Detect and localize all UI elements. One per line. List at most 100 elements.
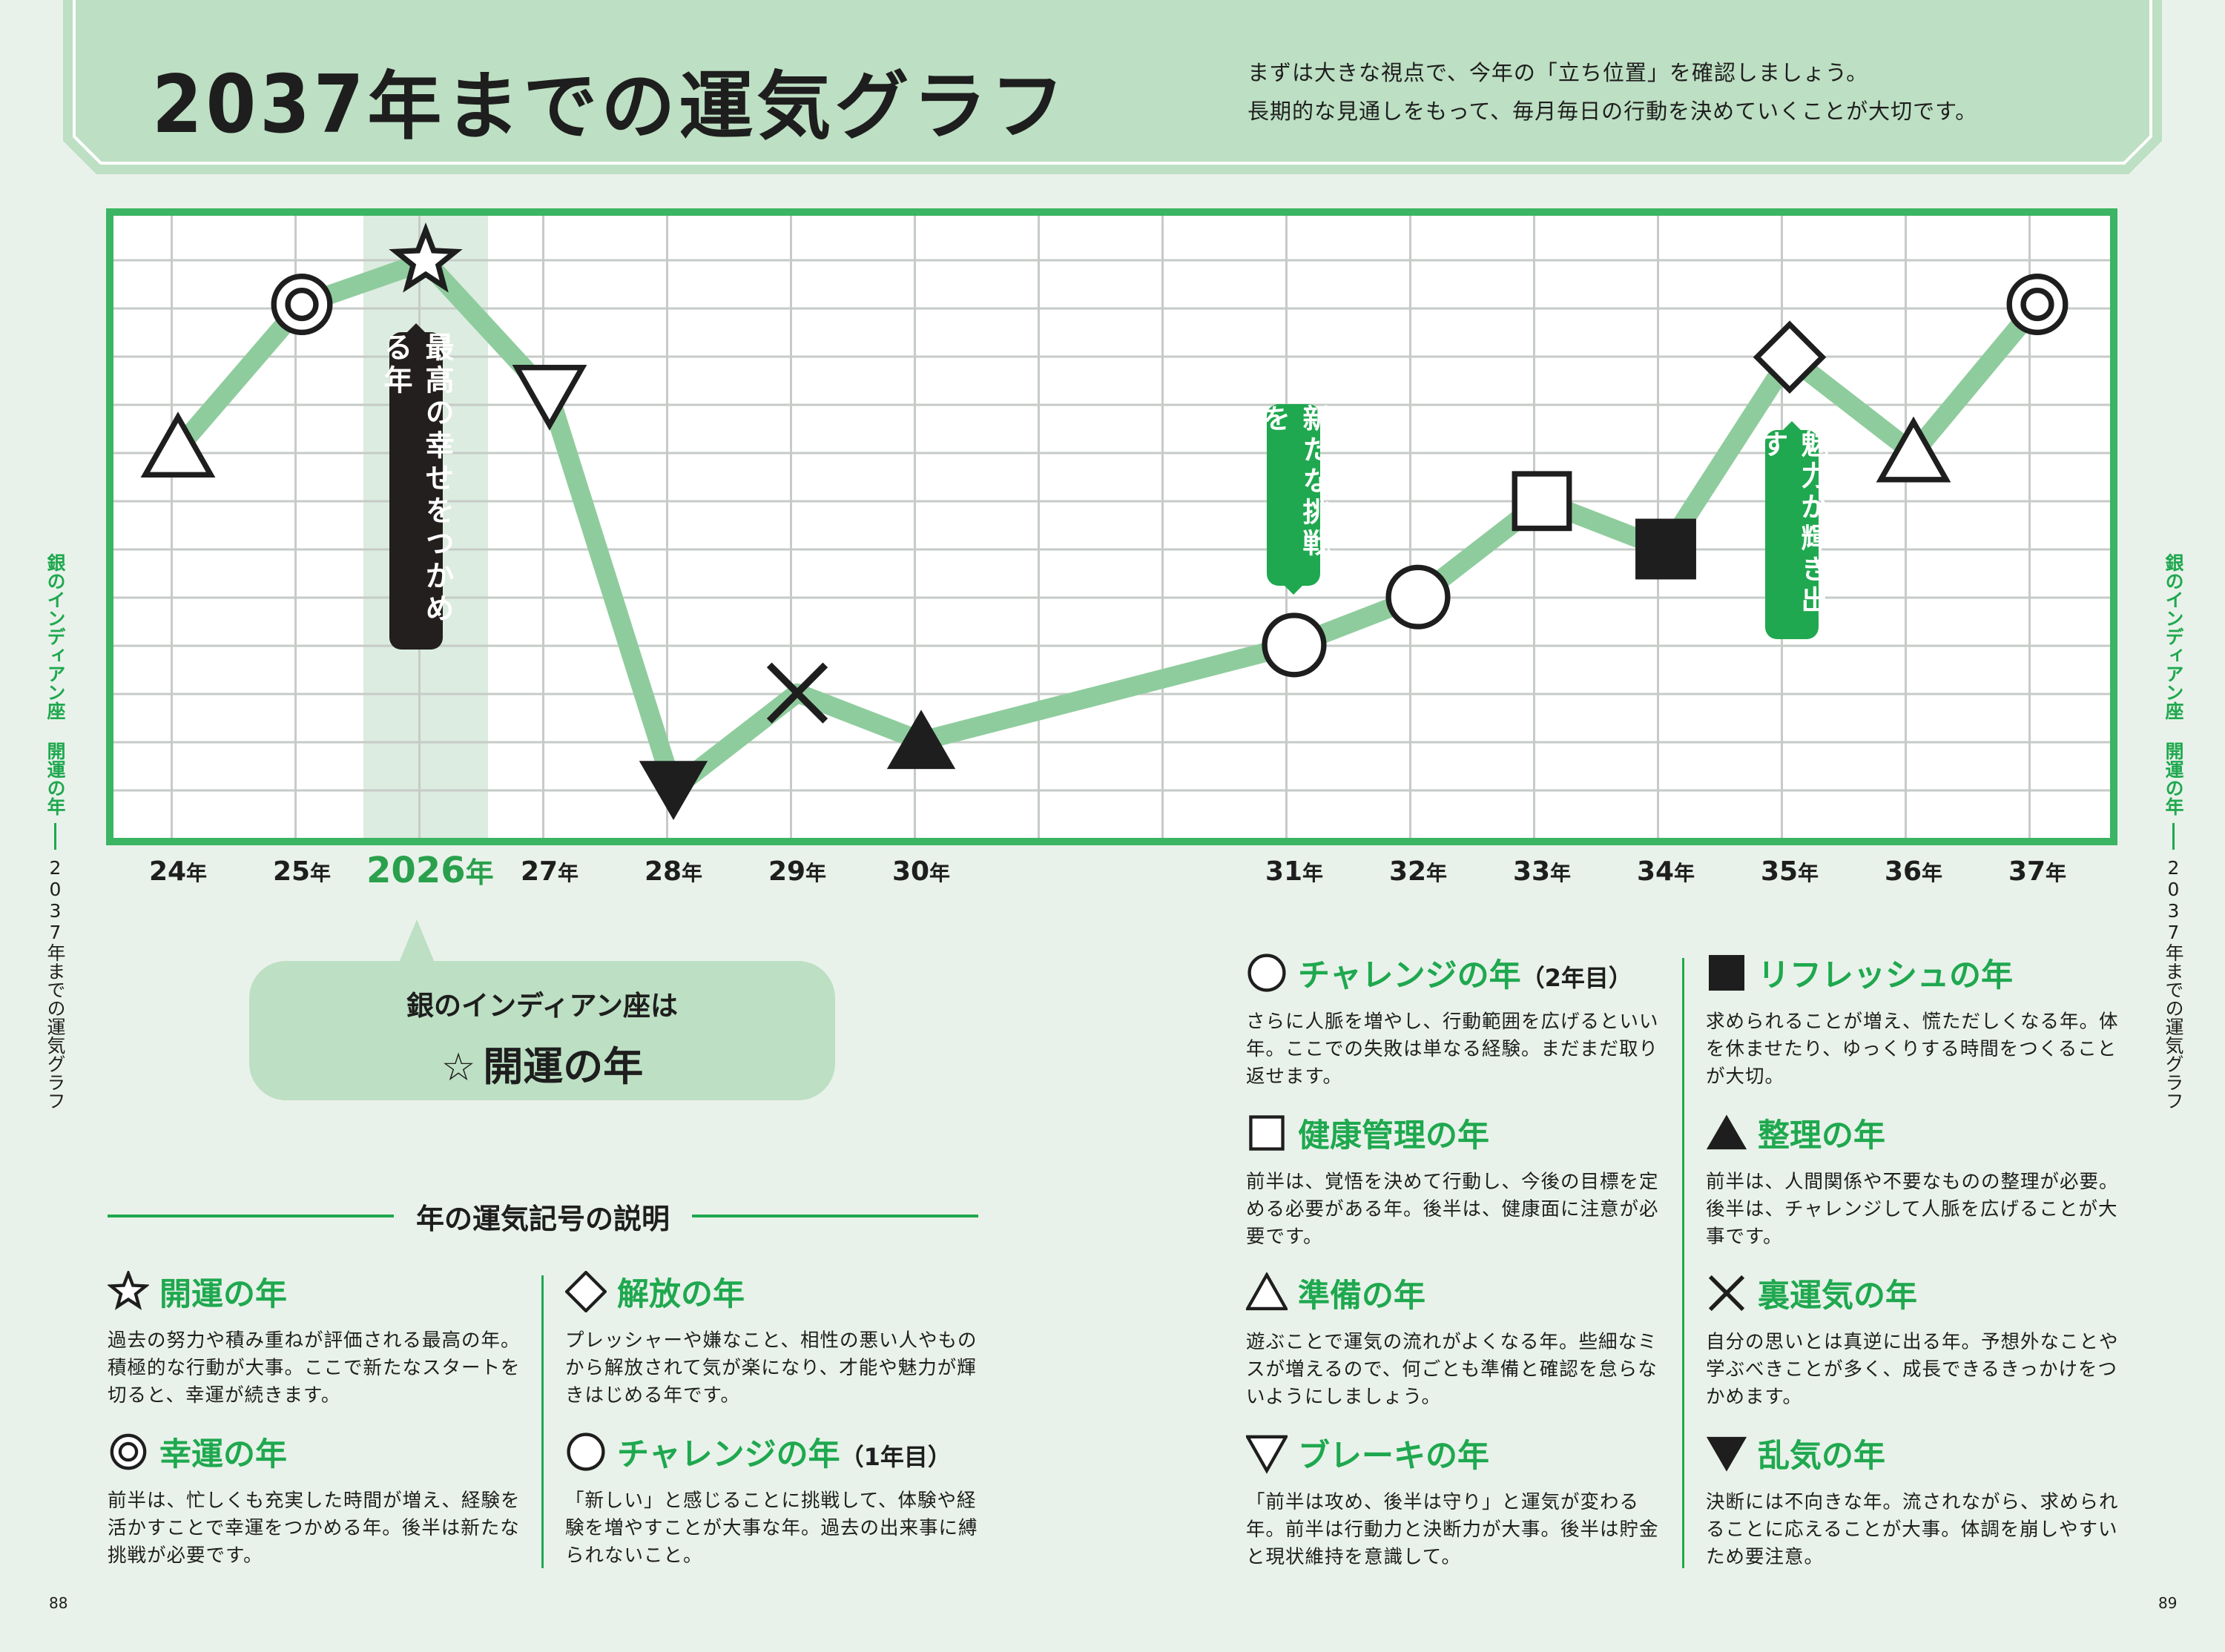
circle-icon bbox=[1247, 954, 1286, 992]
filled-square-icon bbox=[1708, 954, 1745, 991]
page-title-text: 年までの運気グラフ bbox=[367, 63, 1069, 150]
legend-item-urauki: 裏運気の年 自分の思いとは真逆に出る年。予想外なことや学ぶべきことが多く、成長で… bbox=[1706, 1271, 2121, 1411]
legend-item-kaiun: 開運の年 過去の努力や積み重ねが評価される最高の年。積極的な行動が大事。ここで新… bbox=[108, 1269, 527, 1410]
x-axis-label: 25年 bbox=[243, 856, 361, 887]
legend-item-ranki: 乱気の年 決断には不向きな年。流されながら、求められることに応えることが大事。体… bbox=[1706, 1431, 2121, 1571]
filled-down-triangle-icon bbox=[1706, 1436, 1747, 1472]
column-divider bbox=[541, 1275, 544, 1568]
side-sign: 銀のインディアン座 bbox=[2163, 553, 2184, 720]
x-axis-label-number: 31 bbox=[1265, 856, 1303, 887]
x-axis-label-unit: 年 bbox=[1550, 861, 1572, 885]
legend-item-desc: 遊ぶことで運気の流れがよくなる年。些細なミスが増えるので、何ごとも準備と確認を怠… bbox=[1246, 1331, 1658, 1408]
legend-item-desc: 決断には不向きな年。流されながら、求められることに応えることが大事。体調を崩しや… bbox=[1706, 1491, 2119, 1568]
x-axis-label-number: 27 bbox=[520, 856, 558, 887]
legend-item-name: 健康管理の年 bbox=[1298, 1117, 1489, 1154]
side-sign: 銀のインディアン座 bbox=[44, 553, 66, 720]
legend-item-seiri: 整理の年 前半は、人間関係や不要なものの整理が必要。後半は、チャレンジして人脈を… bbox=[1706, 1111, 2121, 1251]
x-axis-label-number: 25 bbox=[272, 856, 311, 887]
data-point-star bbox=[108, 1271, 149, 1310]
data-point-diamond bbox=[1753, 320, 1827, 394]
intro-text: まずは大きな視点で、今年の「立ち位置」を確認しましょう。 長期的な見通しをもって… bbox=[1247, 53, 1977, 130]
legend-item-desc: 「新しい」と感じることに挑戦して、体験や経験を増やすことが大事な年。過去の出来事… bbox=[565, 1490, 978, 1567]
x-axis-label: 27年 bbox=[490, 856, 609, 887]
legend-item-desc: さらに人脈を増やし、行動範囲を広げるといい年。ここでの失敗は単なる経験。まだまだ… bbox=[1246, 1011, 1659, 1088]
annotation-new-challenge: 新たな挑戦を bbox=[1258, 404, 1330, 595]
x-axis-label-number: 28 bbox=[644, 856, 682, 887]
square-icon bbox=[1249, 1115, 1285, 1151]
legend-item-kaihou: 解放の年 プレッシャーや嫌なこと、相性の悪い人やものから解放されて気が楽になり、… bbox=[565, 1269, 980, 1410]
legend-item-name: 準備の年 bbox=[1298, 1278, 1425, 1315]
star-icon: ☆ bbox=[441, 1045, 476, 1090]
legend-heading-text: 年の運気記号の説明 bbox=[416, 1202, 670, 1235]
legend-item-kouun: 幸運の年 前半は、忙しくも充実した時間が増え、経験を活かすことで幸運をつかめる年… bbox=[108, 1430, 527, 1570]
data-point-filled-down-triangle bbox=[639, 761, 708, 820]
filled-triangle-icon bbox=[1706, 1114, 1747, 1150]
data-point-circle bbox=[1247, 954, 1286, 992]
legend-item-desc: 前半は、覚悟を決めて行動し、今後の目標を定める必要がある年。後半は、健康面に注意… bbox=[1246, 1171, 1659, 1248]
badge-sign: 銀のインディアン座は bbox=[406, 990, 678, 1022]
fortune-badge: 銀のインディアン座は ☆ 開運の年 bbox=[249, 919, 835, 1100]
legend-item-brake: ブレーキの年 「前半は攻め、後半は守り」と運気が変わる年。前半は行動力と決断力が… bbox=[1246, 1431, 1661, 1571]
side-theme: 開運の年 bbox=[2163, 741, 2184, 816]
data-point-circle bbox=[1385, 564, 1451, 630]
legend-item-name-text: チャレンジの年 bbox=[1298, 957, 1521, 994]
data-point-filled-down-triangle bbox=[1706, 1436, 1747, 1472]
data-point-cross bbox=[766, 662, 828, 724]
data-point-filled-square bbox=[1635, 518, 1696, 580]
x-axis-label-unit: 年 bbox=[929, 861, 951, 885]
x-axis-label-number: 33 bbox=[1512, 856, 1551, 887]
x-axis-label: 31年 bbox=[1235, 856, 1354, 887]
legend-item-name-text: チャレンジの年 bbox=[617, 1436, 840, 1473]
legend-item-health: 健康管理の年 前半は、覚悟を決めて行動し、今後の目標を定める必要がある年。後半は… bbox=[1246, 1111, 1661, 1251]
data-point-triangle bbox=[140, 412, 216, 478]
x-axis-label: 2026年 bbox=[366, 850, 494, 891]
x-axis-label: 28年 bbox=[614, 856, 733, 887]
x-axis-label-number: 34 bbox=[1636, 856, 1675, 887]
x-axis-label-number: 35 bbox=[1760, 856, 1799, 887]
x-axis-label-number: 37 bbox=[2008, 856, 2046, 887]
diamond-icon bbox=[565, 1271, 607, 1312]
legend-item-name: リフレッシュの年 bbox=[1758, 957, 2013, 994]
x-axis-label: 36年 bbox=[1854, 856, 1973, 887]
x-axis-label-unit: 年 bbox=[1426, 861, 1448, 885]
title-banner bbox=[63, 0, 2162, 174]
column-divider bbox=[1682, 958, 1684, 1568]
legend-item-desc: 前半は、人間関係や不要なものの整理が必要。後半は、チャレンジして人脈を広げること… bbox=[1706, 1171, 2119, 1248]
legend-item-note: （2年目） bbox=[1520, 964, 1632, 992]
x-axis-label-number: 2026 bbox=[366, 850, 466, 891]
badge-result-text: 開運の年 bbox=[483, 1043, 644, 1090]
page-number-right: 89 bbox=[2158, 1594, 2178, 1612]
data-point-down-triangle bbox=[512, 364, 587, 431]
x-axis-label-unit: 年 bbox=[1798, 861, 1819, 885]
legend-item-challenge-2: チャレンジの年（2年目） さらに人脈を増やし、行動範囲を広げるといい年。ここでの… bbox=[1246, 951, 1661, 1091]
side-index-left: 銀のインディアン座 開運の年 2037年までの運気グラフ bbox=[39, 553, 68, 1110]
data-point-filled-square bbox=[1708, 954, 1745, 991]
circle-icon bbox=[567, 1433, 605, 1471]
data-point-filled-triangle bbox=[1706, 1114, 1747, 1150]
x-axis-label-unit: 年 bbox=[310, 861, 332, 885]
data-point-triangle bbox=[1246, 1272, 1288, 1311]
x-axis-label: 30年 bbox=[862, 856, 980, 887]
data-point-double-circle bbox=[2006, 274, 2069, 336]
legend-item-desc: プレッシャーや嫌なこと、相性の悪い人やものから解放されて気が楽になり、才能や魅力… bbox=[565, 1329, 978, 1407]
data-point-diamond bbox=[565, 1271, 607, 1312]
x-axis-label: 32年 bbox=[1359, 856, 1477, 887]
data-point-square bbox=[1249, 1115, 1285, 1151]
data-point-star bbox=[389, 222, 463, 293]
legend-item-desc: 求められることが増え、慌ただしくなる年。体を休ませたり、ゆっくりする時間をつくる… bbox=[1706, 1011, 2119, 1088]
legend-item-name: 整理の年 bbox=[1758, 1117, 1885, 1154]
x-axis-label-unit: 年 bbox=[805, 861, 827, 885]
double-circle-icon bbox=[110, 1433, 147, 1470]
x-axis-label-unit: 年 bbox=[558, 861, 579, 885]
legend-item-name: チャレンジの年（2年目） bbox=[1298, 950, 1632, 996]
legend-item-name: 開運の年 bbox=[159, 1276, 287, 1313]
data-point-triangle bbox=[1876, 416, 1951, 483]
side-index-right: 銀のインディアン座 開運の年 2037年までの運気グラフ bbox=[2157, 553, 2186, 1110]
x-axis-label-number: 36 bbox=[1884, 856, 1922, 887]
x-axis-label-unit: 年 bbox=[2046, 861, 2067, 885]
x-axis-label: 35年 bbox=[1730, 856, 1849, 887]
legend-item-desc: 前半は、忙しくも充実した時間が増え、経験を活かすことで幸運をつかめる年。後半は新… bbox=[108, 1490, 521, 1567]
intro-line: まずは大きな視点で、今年の「立ち位置」を確認しましょう。 bbox=[1247, 60, 1869, 85]
x-axis-label-number: 29 bbox=[768, 856, 806, 887]
legend-heading-rule bbox=[108, 1215, 394, 1217]
